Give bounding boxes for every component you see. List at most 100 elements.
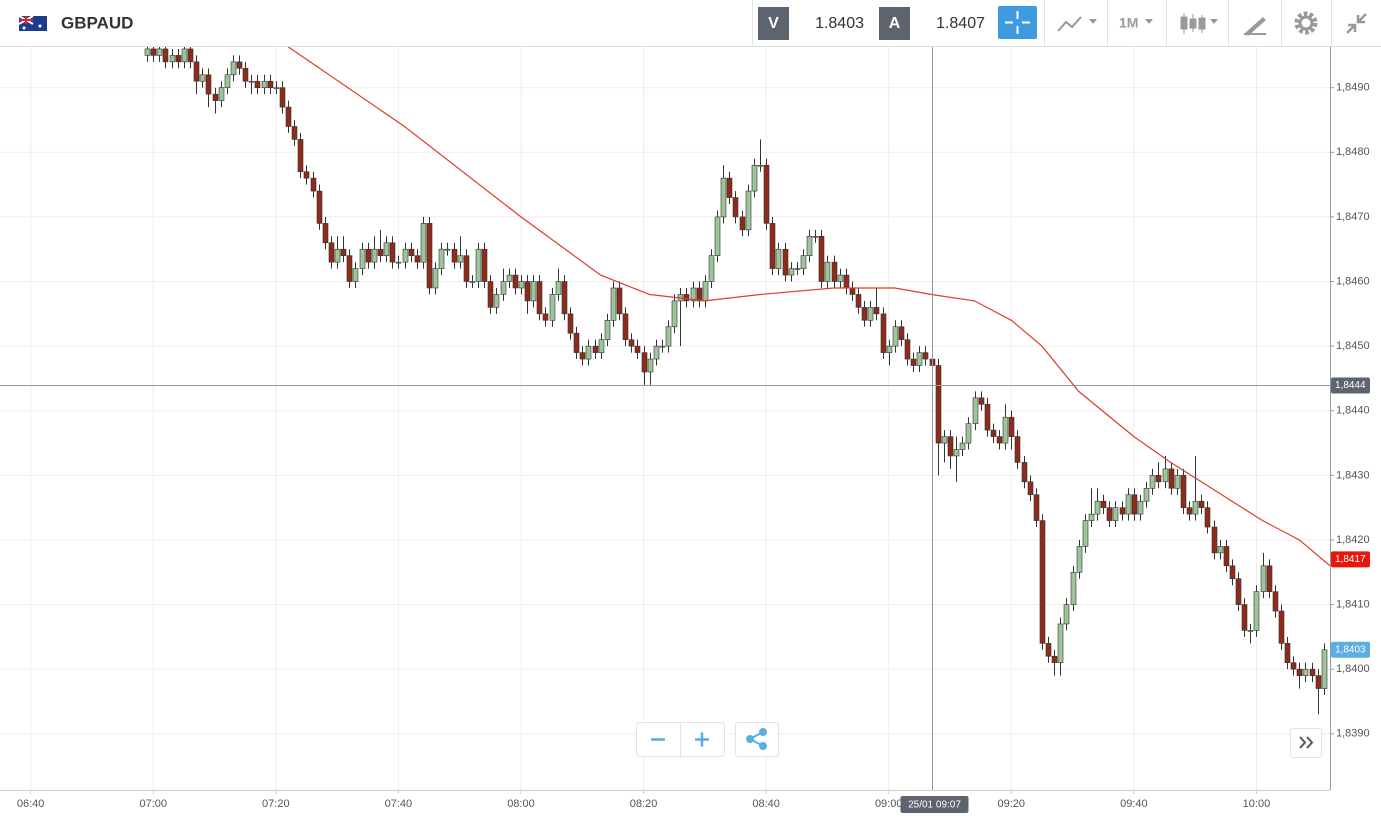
candle-body [837, 274, 844, 282]
crosshair-x-tag [900, 796, 969, 813]
candle-body [671, 300, 678, 328]
candle-body [561, 281, 568, 315]
symbol: GBPAUD [61, 13, 133, 32]
candle-body [892, 326, 899, 347]
price-tag [1331, 551, 1370, 568]
candle-body [1125, 494, 1132, 515]
candle-body [1045, 643, 1052, 657]
candle-body [1302, 668, 1309, 676]
candle-body [389, 242, 396, 263]
candle-body [365, 248, 372, 263]
candle-body [175, 55, 182, 63]
candle-body [751, 164, 758, 192]
candle-body [1070, 571, 1077, 605]
settings-button[interactable] [1294, 11, 1318, 35]
x-tick-label: 08:00 [507, 798, 535, 810]
candle-body [690, 287, 697, 302]
candle-body [922, 352, 929, 360]
candle-body [218, 87, 225, 101]
y-tick-label: 1,8490 [1336, 82, 1370, 94]
candle-body [267, 80, 274, 89]
candle-body [1229, 565, 1236, 580]
candle-body [500, 281, 507, 295]
candle-body [248, 80, 255, 83]
candle-body [1027, 481, 1034, 496]
candle-body [1057, 623, 1064, 664]
candle-body [1076, 546, 1083, 573]
candle-body [1260, 565, 1267, 592]
y-tick-label: 1,8460 [1336, 275, 1370, 287]
candle-body [156, 48, 163, 56]
candle-body [408, 248, 415, 256]
scroll-right-button[interactable] [1290, 728, 1322, 758]
buy-label[interactable]: A [889, 15, 901, 32]
candle-body [714, 216, 721, 256]
candle-body [506, 274, 513, 282]
y-tick-label: 1,8450 [1336, 340, 1370, 352]
candle-body [1119, 507, 1126, 515]
candle-body [549, 294, 556, 321]
candle-body [824, 261, 831, 282]
candle-body [732, 197, 739, 218]
candle-body [972, 397, 979, 424]
candle-body [953, 449, 960, 457]
candle-body [941, 436, 948, 444]
candle-body [414, 255, 421, 263]
candle-body [1321, 649, 1328, 689]
candle-body [1033, 494, 1040, 521]
candle-body [622, 313, 629, 340]
sell-button[interactable] [758, 7, 789, 40]
candle-body [1186, 507, 1193, 515]
y-tick-label: 1,8400 [1336, 663, 1370, 675]
chart-type-button[interactable] [1180, 13, 1218, 34]
candle-body [340, 248, 347, 256]
y-tick-label: 1,8390 [1336, 728, 1370, 740]
crosshair-button[interactable] [998, 6, 1037, 39]
plot-area [0, 47, 1330, 790]
buy-price: 1.8407 [936, 15, 985, 32]
candle-body [230, 61, 237, 76]
x-tick-label: 10:00 [1243, 798, 1271, 810]
indicator-button[interactable] [1057, 16, 1097, 32]
candle-body [1106, 507, 1113, 521]
x-tick-label: 06:40 [17, 798, 45, 810]
candle-body [573, 332, 580, 353]
candle-body [463, 255, 470, 282]
draw-button[interactable] [1244, 17, 1266, 36]
candle-body [855, 294, 862, 308]
buy-button[interactable] [879, 7, 910, 40]
candle-body [818, 236, 825, 282]
candle-body [432, 268, 439, 289]
candle-body [910, 358, 917, 366]
candle-body [199, 74, 206, 82]
candle-body [628, 339, 635, 347]
candle-body [530, 281, 537, 302]
candle-body [187, 48, 194, 63]
candle-body [978, 397, 985, 405]
sell-label[interactable]: V [768, 15, 779, 32]
timeframe[interactable]: 1M [1119, 15, 1138, 31]
candle-body [1002, 416, 1009, 444]
share-button[interactable] [735, 722, 779, 757]
x-tick-label: 09:20 [998, 798, 1026, 810]
candle-body [683, 294, 690, 302]
candle-body [1296, 668, 1303, 676]
candle-body [947, 436, 954, 457]
candle-body [1290, 662, 1297, 670]
toolbar: GBPAUD V 1.8403 A 1.8407 1M [0, 0, 1381, 47]
candle-body [1162, 468, 1169, 483]
candle-body [1051, 655, 1058, 664]
candle-body [402, 248, 409, 263]
y-tick-label: 1,8430 [1336, 469, 1370, 481]
candle-body [965, 423, 972, 444]
candle-body [316, 190, 323, 224]
candle-body [1131, 494, 1138, 515]
candle-body [1272, 591, 1279, 612]
candle-body [236, 61, 243, 69]
candle-body [1192, 500, 1199, 515]
collapse-button[interactable] [1346, 13, 1367, 34]
x-tick-label: 08:20 [630, 798, 658, 810]
candle-body [457, 255, 464, 263]
zoom-in[interactable] [695, 732, 709, 747]
